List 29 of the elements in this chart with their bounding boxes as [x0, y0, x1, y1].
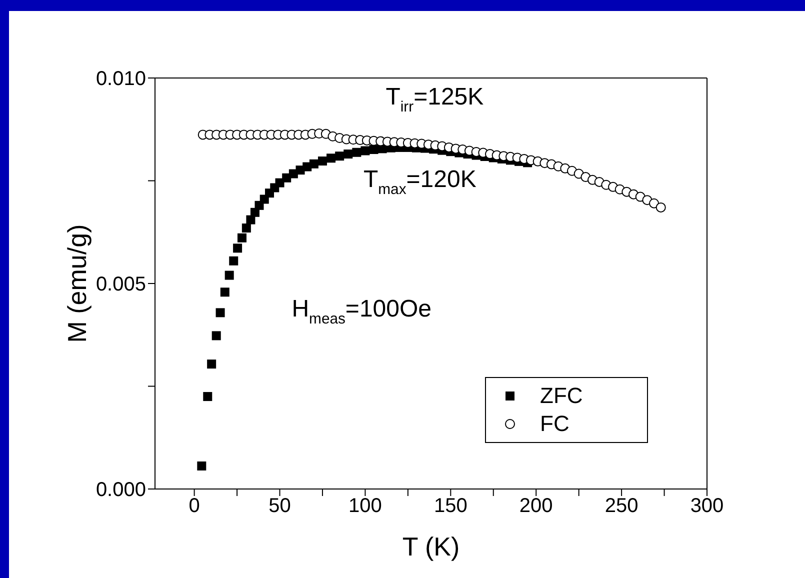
x-tick-label: 250 — [604, 495, 638, 518]
point — [216, 308, 225, 318]
y-tick-label: 0.000 — [96, 479, 146, 502]
point — [207, 360, 216, 369]
x-tick-label: 200 — [519, 495, 553, 518]
x-tick-label: 150 — [434, 495, 468, 518]
y-tick-label: 0.010 — [96, 68, 146, 90]
point — [220, 288, 230, 297]
legend-label: ZFC — [540, 383, 583, 409]
point — [237, 233, 246, 242]
x-axis-title: T (K) — [402, 531, 460, 562]
x-tick-label: 100 — [348, 495, 382, 518]
x-tick-label: 0 — [188, 495, 200, 518]
y-axis-title: M (emu/g) — [62, 224, 92, 343]
point — [242, 224, 251, 233]
x-tick-label: 50 — [268, 495, 291, 518]
point — [224, 270, 234, 280]
annotation: T$_{max}$=120K — [363, 166, 476, 198]
x-tick-label: 300 — [690, 495, 724, 518]
annotation: T$_{irr}$=125K — [386, 84, 484, 116]
point — [197, 461, 206, 470]
y-tick-label: 0.005 — [96, 274, 146, 296]
legend-label: FC — [540, 411, 570, 437]
point — [229, 256, 238, 266]
point — [203, 392, 212, 402]
point — [233, 244, 242, 253]
point — [246, 215, 256, 224]
point — [212, 331, 221, 340]
annotation: H$_{meas}$=100Oe — [292, 295, 432, 328]
